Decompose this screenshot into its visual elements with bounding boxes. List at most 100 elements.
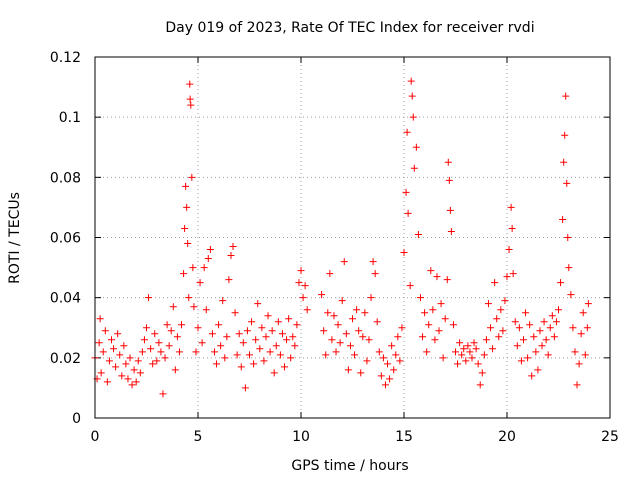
data-point	[517, 357, 525, 365]
data-point	[266, 348, 274, 356]
data-point	[449, 321, 457, 329]
x-tick-label: 25	[601, 429, 619, 445]
data-point	[221, 354, 229, 362]
data-point	[532, 348, 540, 356]
data-point	[140, 336, 148, 344]
data-point	[320, 327, 328, 335]
data-point	[181, 224, 189, 232]
data-point	[167, 327, 175, 335]
data-point	[487, 324, 495, 332]
data-point	[563, 179, 571, 187]
data-point	[379, 354, 387, 362]
data-point	[246, 351, 253, 359]
data-point	[423, 348, 431, 356]
data-point	[186, 95, 194, 103]
data-point	[433, 273, 441, 281]
data-point	[377, 372, 385, 380]
data-point	[132, 378, 140, 386]
data-point	[159, 390, 167, 398]
data-point	[499, 327, 507, 335]
data-point	[414, 230, 422, 238]
data-point	[493, 315, 501, 323]
data-point	[295, 279, 303, 287]
data-point	[112, 363, 120, 371]
data-point	[452, 348, 459, 356]
data-point	[237, 363, 245, 371]
data-point	[283, 336, 291, 344]
data-point	[408, 92, 416, 100]
data-point	[355, 327, 363, 335]
data-point	[474, 360, 482, 368]
data-point	[180, 270, 188, 278]
data-point	[262, 333, 270, 341]
data-point	[107, 336, 115, 344]
data-point	[235, 330, 243, 338]
data-point	[454, 360, 462, 368]
data-point	[338, 297, 346, 305]
data-point	[165, 342, 173, 350]
data-point	[264, 312, 272, 320]
data-point	[409, 113, 417, 121]
data-point	[95, 339, 103, 347]
data-point	[444, 158, 452, 166]
data-point	[254, 300, 262, 308]
data-point	[560, 158, 568, 166]
data-point	[482, 336, 490, 344]
data-point	[468, 354, 476, 362]
data-point	[96, 315, 104, 323]
data-point	[196, 279, 204, 287]
data-points	[91, 77, 592, 398]
data-point	[416, 294, 424, 302]
data-point	[530, 333, 538, 341]
data-point	[128, 381, 136, 389]
data-point	[206, 246, 214, 254]
grid-lines	[95, 57, 610, 418]
data-point	[534, 366, 542, 374]
data-point	[458, 351, 466, 359]
data-point	[443, 276, 451, 284]
data-point	[110, 345, 118, 353]
data-point	[421, 309, 429, 317]
data-point	[276, 351, 284, 359]
data-point	[579, 309, 587, 317]
data-point	[396, 357, 404, 365]
data-point	[548, 312, 556, 320]
data-point	[272, 342, 280, 350]
data-point	[101, 327, 109, 335]
data-point	[571, 348, 579, 356]
data-point	[192, 348, 200, 356]
data-point	[188, 173, 196, 181]
data-point	[507, 203, 515, 211]
data-point	[439, 354, 447, 362]
data-point	[120, 342, 128, 350]
data-point	[169, 303, 177, 311]
data-point	[562, 92, 570, 100]
data-point	[252, 336, 260, 344]
data-point	[126, 354, 134, 362]
data-point	[526, 321, 534, 329]
data-point	[503, 273, 511, 281]
x-tick-label: 15	[395, 429, 413, 445]
data-point	[575, 360, 583, 368]
data-point	[447, 227, 455, 235]
data-point	[569, 324, 577, 332]
data-point	[412, 143, 420, 151]
data-point	[367, 294, 375, 302]
data-point	[511, 318, 519, 326]
data-point	[491, 279, 499, 287]
data-point	[388, 342, 396, 350]
data-point	[202, 306, 210, 314]
data-point	[564, 234, 572, 241]
data-point	[524, 354, 532, 362]
data-point	[163, 321, 171, 329]
data-point	[565, 264, 573, 272]
data-point	[489, 345, 497, 353]
data-point	[116, 351, 124, 359]
data-point	[225, 276, 233, 284]
data-point	[538, 342, 546, 350]
data-point	[384, 360, 392, 368]
data-point	[134, 357, 142, 365]
data-point	[373, 318, 381, 326]
data-point	[149, 360, 157, 368]
data-point	[289, 333, 297, 341]
